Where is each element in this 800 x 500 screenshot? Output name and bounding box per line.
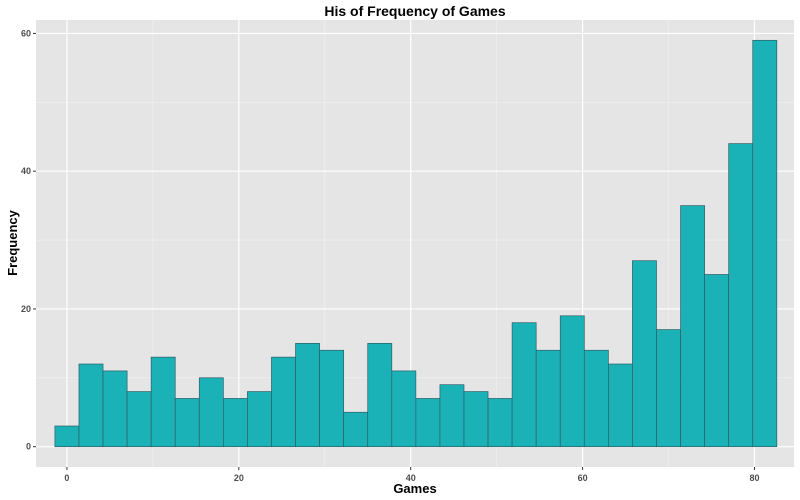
histogram-bar <box>680 205 705 448</box>
histogram-bar <box>583 349 609 448</box>
histogram-bar <box>559 315 585 448</box>
histogram-bar <box>319 349 345 448</box>
y-tick-label: 0 <box>26 442 31 452</box>
x-tick-label: 40 <box>406 473 416 483</box>
histogram-bar <box>463 391 489 448</box>
histogram-bar <box>752 39 778 448</box>
histogram-bar <box>608 363 633 448</box>
histogram-bar <box>271 356 296 448</box>
histogram-bar <box>415 398 441 448</box>
histogram-bar <box>126 391 152 448</box>
chart-title: His of Frequency of Games <box>324 3 505 19</box>
histogram-bar <box>704 274 730 448</box>
y-axis-label: Frequency <box>5 209 20 276</box>
y-tick-label: 60 <box>21 28 31 38</box>
histogram-bars <box>54 39 778 448</box>
x-tick-label: 60 <box>578 473 588 483</box>
histogram-bar <box>247 391 272 448</box>
histogram-bar <box>391 370 417 448</box>
histogram-bar <box>102 370 128 448</box>
histogram-bar <box>343 411 369 448</box>
histogram-bar <box>198 377 224 448</box>
histogram-bar <box>174 398 200 448</box>
x-axis-label: Games <box>393 481 436 496</box>
x-tick-label: 20 <box>234 473 244 483</box>
x-axis-ticks: 0 20 40 60 80 <box>64 467 759 483</box>
histogram-bar <box>223 398 248 448</box>
histogram-bar <box>535 349 561 448</box>
y-axis-ticks: 0 20 40 60 <box>21 28 36 452</box>
histogram-bar <box>632 260 657 448</box>
histogram-bar <box>511 322 537 448</box>
histogram-bar <box>150 356 176 448</box>
histogram-bar <box>487 398 513 448</box>
histogram-bar <box>295 343 320 448</box>
x-tick-label: 80 <box>749 473 759 483</box>
y-tick-label: 20 <box>21 304 31 314</box>
histogram-bar <box>78 363 104 448</box>
histogram-bar <box>367 343 393 448</box>
histogram-bar <box>656 329 681 448</box>
histogram-bar <box>439 384 465 448</box>
x-tick-label: 0 <box>64 473 69 483</box>
minor-gridlines <box>36 20 794 467</box>
histogram-bar <box>54 425 80 448</box>
y-tick-label: 40 <box>21 166 31 176</box>
histogram-bar <box>728 143 754 448</box>
